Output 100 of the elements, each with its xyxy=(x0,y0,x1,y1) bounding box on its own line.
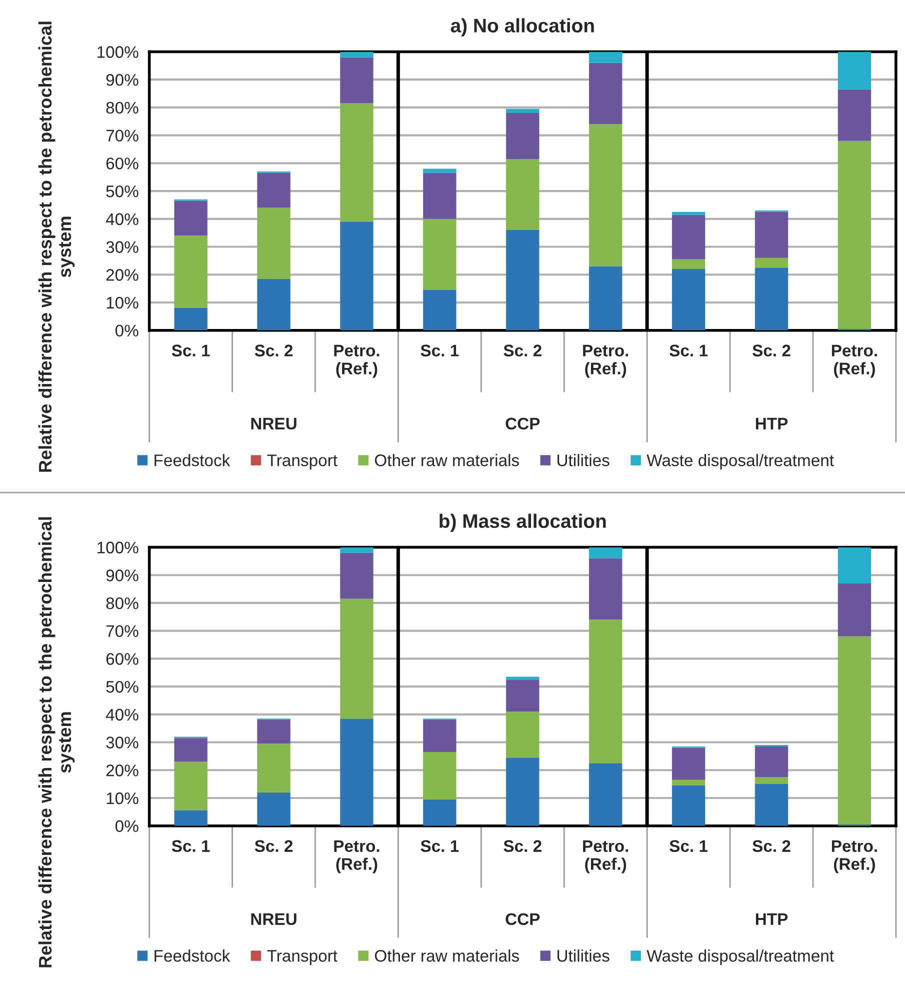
bar xyxy=(423,799,456,826)
x-tick-label: Sc. 1 xyxy=(172,840,210,852)
legend-label: Feedstock xyxy=(154,454,230,466)
x-tick-label: Sc. 2 xyxy=(504,840,542,852)
bar xyxy=(257,172,290,208)
bar xyxy=(754,258,788,268)
bar xyxy=(506,230,540,330)
bar xyxy=(340,547,374,553)
y-axis-title: Relative difference with respect to the petrochemical system xyxy=(38,22,75,472)
bar xyxy=(754,746,788,778)
text: NREU xyxy=(251,418,296,430)
x-tick-label: Sc. 2 xyxy=(254,344,293,356)
bar xyxy=(506,159,540,230)
y-tick-label: 40% xyxy=(106,708,138,721)
bar xyxy=(257,792,290,826)
y-tick-label: 70% xyxy=(106,625,138,638)
y-tick-label: 30% xyxy=(106,736,138,748)
bar xyxy=(838,140,872,329)
bar xyxy=(340,52,374,58)
bar xyxy=(174,200,208,236)
text: NREU xyxy=(251,913,296,926)
legend-label: Other raw materials xyxy=(374,454,519,466)
y-tick-label: 10% xyxy=(106,296,138,309)
bar xyxy=(506,680,540,712)
x-tick-label: Sc. 2 xyxy=(752,344,790,356)
x-tick-label: Petro. (Ref.) xyxy=(334,840,380,874)
bar xyxy=(423,218,456,290)
bar xyxy=(754,212,788,258)
bar xyxy=(589,62,622,124)
y-tick-label: 60% xyxy=(106,158,138,170)
y-tick-label: 30% xyxy=(106,241,138,253)
bar xyxy=(174,308,208,330)
chart-title: a) No allocation xyxy=(450,18,594,36)
x-tick-label: Sc. 2 xyxy=(254,840,293,852)
legend-label: Feedstock xyxy=(154,950,230,962)
bar xyxy=(506,712,540,758)
bar xyxy=(257,208,290,279)
bar xyxy=(672,214,706,260)
bar xyxy=(672,269,706,330)
bar xyxy=(589,52,622,63)
y-tick-label: 100% xyxy=(98,542,138,554)
bar xyxy=(838,89,872,141)
x-tick-label: Petro. (Ref.) xyxy=(832,344,877,378)
legend-label: Other raw materials xyxy=(374,950,519,962)
bar xyxy=(838,636,872,824)
y-tick-label: 90% xyxy=(106,74,138,86)
x-tick-label: Sc. 1 xyxy=(172,344,210,356)
x-tick-label: Sc. 2 xyxy=(504,344,542,356)
y-tick-label: 50% xyxy=(106,185,138,198)
bar xyxy=(423,290,456,330)
y-tick-label: 40% xyxy=(106,213,138,226)
bar xyxy=(754,784,788,826)
bar xyxy=(423,168,456,173)
bar xyxy=(174,810,208,826)
legend-label: Utilities xyxy=(558,950,610,962)
text: CCP xyxy=(506,418,540,430)
x-tick-label: Sc. 1 xyxy=(670,344,708,356)
bar xyxy=(340,103,374,222)
bar xyxy=(257,744,290,792)
text: HTP xyxy=(756,418,788,430)
x-tick-label: Petro. (Ref.) xyxy=(334,344,380,378)
bar xyxy=(340,598,374,719)
bar xyxy=(672,748,706,780)
text: HTP xyxy=(756,913,788,925)
bar xyxy=(589,620,622,764)
bar xyxy=(423,172,456,219)
x-tick-label: Petro. (Ref.) xyxy=(583,840,628,874)
bar xyxy=(672,785,706,826)
y-tick-label: 20% xyxy=(106,764,138,776)
text: CCP xyxy=(506,913,540,926)
chart-title: b) Mass allocation xyxy=(440,514,606,532)
bar xyxy=(340,552,374,599)
y-tick-label: 10% xyxy=(106,792,138,804)
x-tick-label: Sc. 1 xyxy=(420,344,459,356)
bar xyxy=(174,762,208,811)
y-tick-label: 100% xyxy=(98,46,138,58)
bar xyxy=(838,547,872,584)
y-tick-label: 60% xyxy=(106,653,138,665)
bar xyxy=(174,738,208,762)
legend-label: Waste disposal/treatment xyxy=(646,950,834,966)
bar xyxy=(838,52,872,90)
bar xyxy=(423,752,456,800)
y-axis-title: Relative difference with respect to the petrochemical system xyxy=(38,517,75,968)
bar xyxy=(754,268,788,330)
y-tick-label: 90% xyxy=(106,570,138,582)
bar xyxy=(754,777,788,784)
legend-label: Utilities xyxy=(558,454,610,466)
y-tick-label: 50% xyxy=(106,680,138,693)
y-tick-label: 0% xyxy=(115,820,138,832)
x-tick-label: Petro. (Ref.) xyxy=(583,344,628,378)
x-tick-label: Sc. 2 xyxy=(752,840,790,852)
bar xyxy=(257,720,290,744)
bar xyxy=(838,583,872,636)
bar xyxy=(340,57,374,104)
bar xyxy=(589,558,622,620)
bar xyxy=(506,758,540,826)
bar xyxy=(423,720,456,752)
legend-label: Transport xyxy=(267,950,338,966)
bar xyxy=(672,780,706,786)
bar xyxy=(257,278,290,330)
